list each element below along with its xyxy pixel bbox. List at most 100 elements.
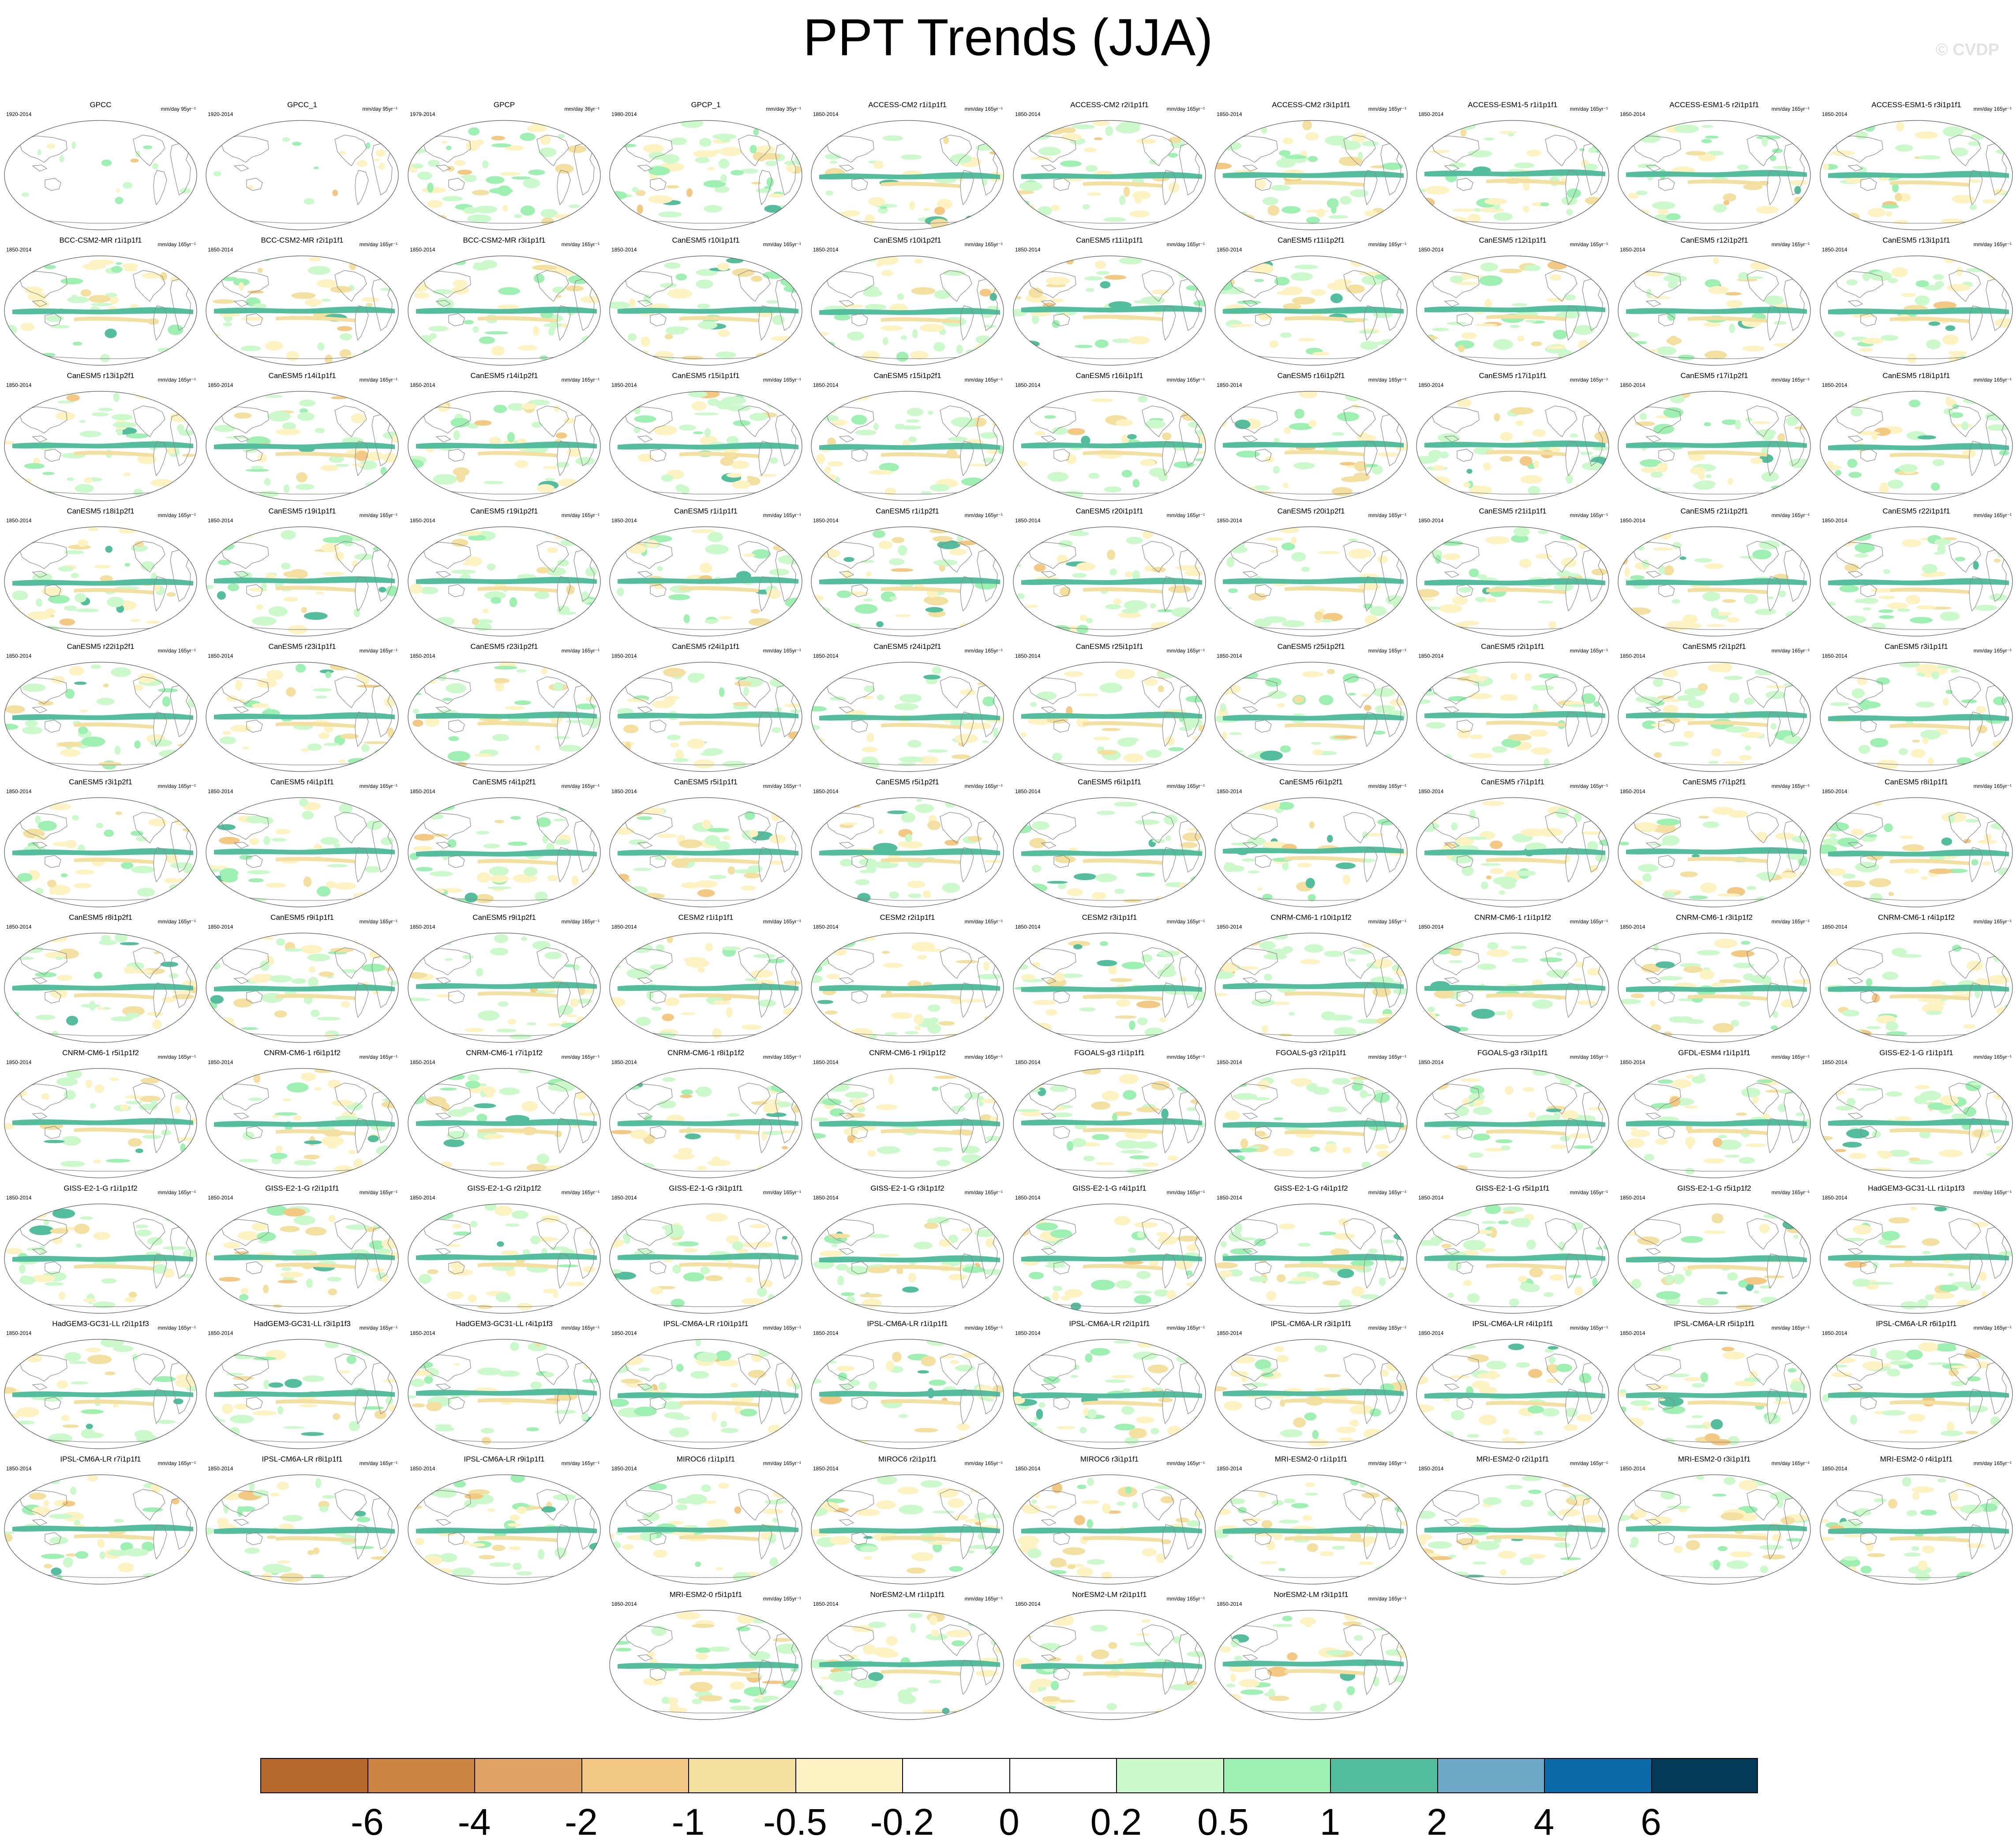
negative-trend-region [1345, 285, 1364, 293]
positive-trend-region [177, 1223, 194, 1230]
negative-trend-region [1664, 565, 1674, 575]
positive-trend-region [175, 1094, 194, 1100]
panel-units: mm/day 165yr⁻¹ [562, 377, 600, 383]
positive-trend-region [1689, 896, 1708, 900]
negative-trend-region [1725, 292, 1742, 296]
positive-trend-region [1659, 976, 1682, 981]
positive-trend-region [494, 934, 509, 943]
negative-trend-region [1526, 150, 1541, 157]
trend-map [1817, 656, 2016, 775]
negative-trend-region [1377, 555, 1388, 563]
coastline [1646, 436, 1660, 442]
trend-map [1010, 791, 1209, 910]
negative-trend-region [382, 1101, 402, 1108]
positive-trend-region [381, 467, 387, 475]
negative-trend-region [171, 991, 192, 994]
negative-trend-region [1835, 1149, 1846, 1152]
positive-trend-region [693, 431, 703, 434]
positive-trend-region [1191, 885, 1199, 889]
positive-trend-region [1337, 412, 1359, 421]
trend-map [606, 114, 806, 233]
positive-trend-region [810, 823, 816, 826]
negative-trend-region [410, 584, 423, 594]
positive-trend-region [104, 1007, 110, 1010]
positive-trend-region [448, 736, 459, 741]
negative-trend-region [791, 402, 806, 413]
negative-trend-region [934, 207, 945, 215]
negative-trend-region [541, 217, 554, 226]
positive-trend-region [813, 1117, 828, 1121]
negative-trend-region [891, 1012, 913, 1019]
negative-trend-region [1414, 1018, 1426, 1020]
positive-trend-region [1104, 487, 1122, 493]
negative-trend-region [1232, 390, 1244, 399]
positive-trend-region [1433, 938, 1455, 945]
negative-trend-region [478, 859, 557, 865]
trend-map [1010, 385, 1209, 504]
positive-trend-region [1881, 335, 1899, 341]
positive-trend-region [681, 118, 704, 128]
trend-map [606, 1062, 806, 1181]
negative-trend-region [1742, 345, 1765, 351]
negative-trend-region [1706, 624, 1725, 627]
positive-trend-region [168, 325, 184, 335]
positive-trend-region [623, 626, 629, 635]
positive-trend-region [1187, 1107, 1196, 1111]
positive-trend-region [1619, 842, 1629, 845]
positive-trend-region [75, 484, 94, 493]
negative-trend-region [686, 959, 709, 968]
positive-trend-region [1677, 695, 1696, 701]
negative-trend-region [945, 1034, 963, 1040]
negative-trend-region [407, 264, 423, 271]
negative-trend-region [1902, 539, 1922, 547]
positive-trend-region [1975, 605, 1997, 611]
negative-trend-region [1365, 615, 1378, 625]
negative-trend-region [712, 1156, 720, 1164]
panel-units: mm/day 165yr⁻¹ [965, 783, 1003, 789]
positive-trend-region [1862, 598, 1878, 604]
positive-trend-region [420, 123, 434, 133]
negative-trend-region [296, 472, 307, 483]
panel-units: mm/day 165yr⁻¹ [1167, 512, 1205, 518]
positive-trend-region [1231, 843, 1251, 846]
positive-trend-region [1437, 1026, 1461, 1034]
coastline [1861, 720, 1877, 732]
positive-trend-region [317, 1017, 341, 1021]
negative-trend-region [10, 894, 31, 899]
negative-trend-region [641, 337, 650, 347]
negative-trend-region [1240, 1139, 1248, 1149]
positive-trend-region [676, 274, 687, 281]
negative-trend-region [4, 1202, 25, 1212]
positive-trend-region [204, 758, 224, 761]
coastline [1646, 571, 1660, 577]
positive-trend-region [1324, 951, 1343, 957]
negative-trend-region [1222, 963, 1238, 972]
positive-trend-region [936, 1160, 950, 1166]
positive-trend-region [1311, 742, 1321, 745]
positive-trend-region [764, 1030, 781, 1039]
trend-map [405, 791, 604, 910]
negative-trend-region [1431, 677, 1440, 681]
positive-trend-region [1386, 611, 1411, 620]
negative-trend-region [1161, 256, 1173, 265]
negative-trend-region [578, 1112, 600, 1116]
panel-units: mm/day 165yr⁻¹ [1570, 512, 1608, 518]
negative-trend-region [1414, 598, 1435, 601]
negative-trend-region [630, 1130, 648, 1139]
positive-trend-region [315, 428, 325, 433]
positive-trend-region [1179, 1074, 1189, 1083]
negative-trend-region [1128, 336, 1150, 345]
positive-trend-region [1835, 470, 1841, 476]
negative-trend-region [751, 276, 762, 282]
negative-trend-region [2002, 1027, 2016, 1031]
coastline [557, 170, 570, 205]
positive-trend-region [824, 120, 846, 126]
trend-map [808, 385, 1007, 504]
negative-trend-region [382, 1024, 402, 1028]
negative-trend-region [436, 215, 446, 219]
positive-trend-region [761, 665, 783, 673]
negative-trend-region [1377, 452, 1399, 457]
negative-trend-region [247, 185, 254, 189]
positive-trend-region [486, 176, 504, 184]
